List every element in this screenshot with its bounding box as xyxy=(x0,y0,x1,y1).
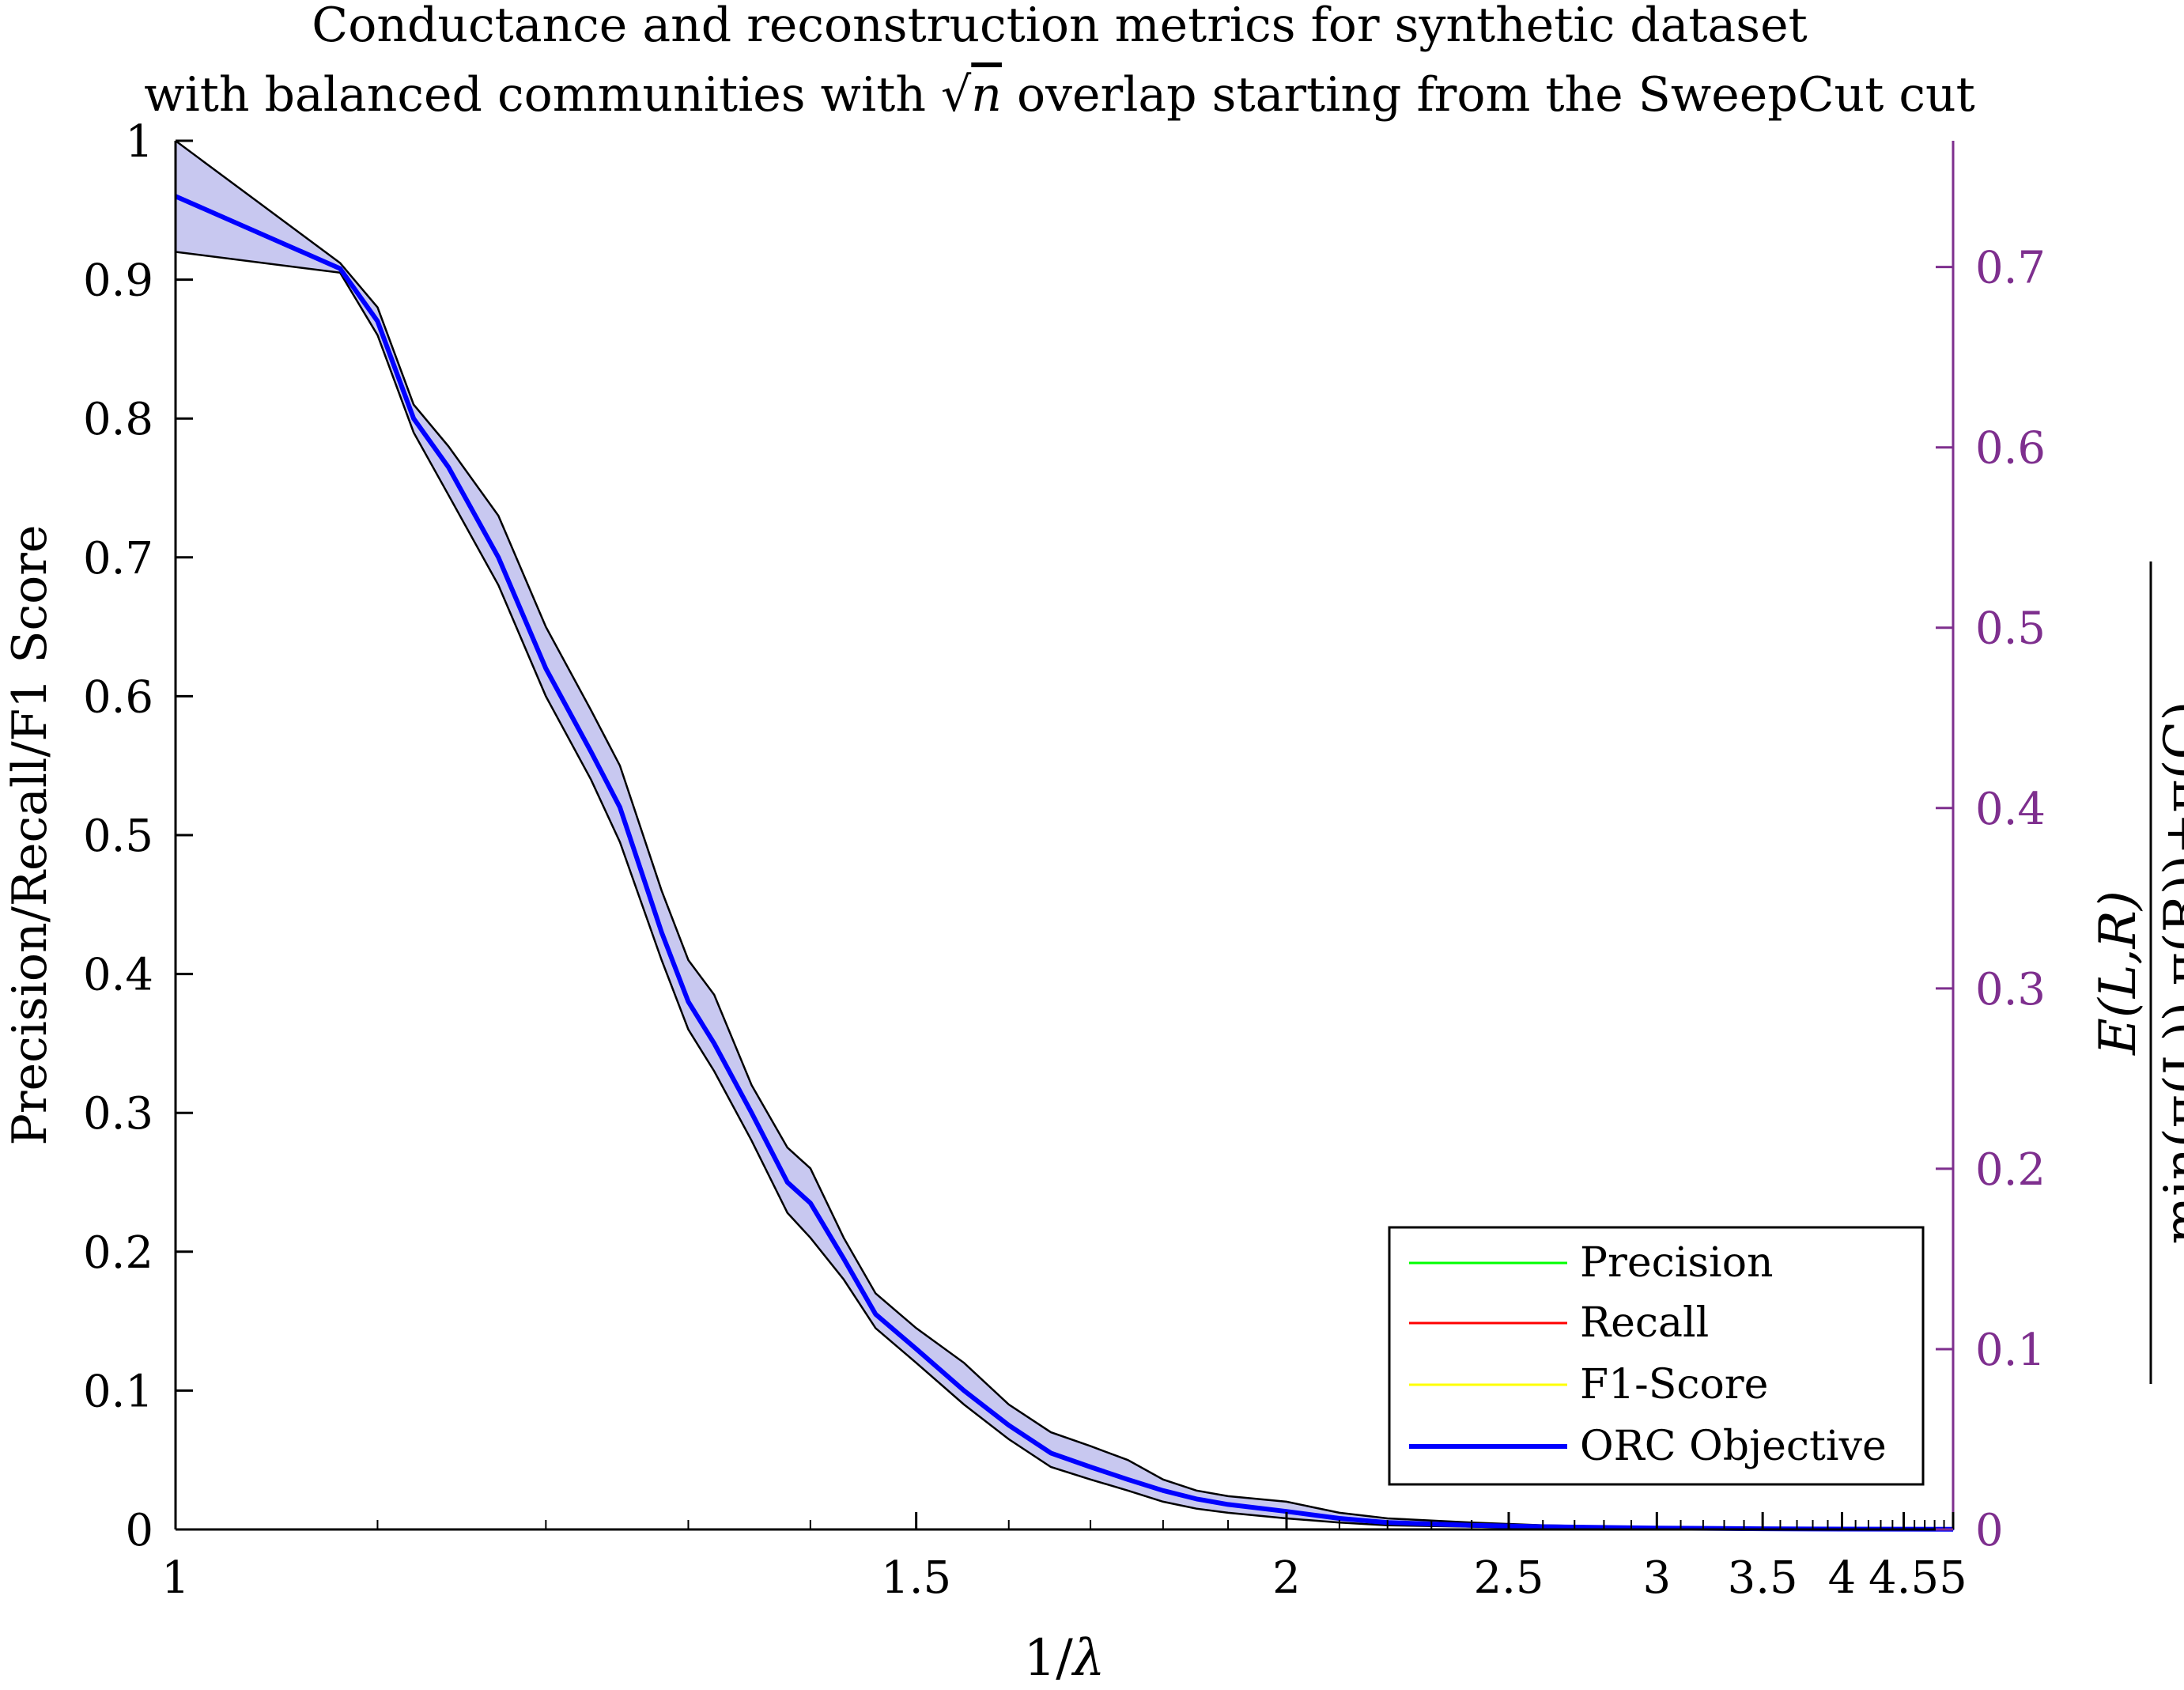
x-tick-label: 1.5 xyxy=(881,1552,951,1604)
x-tick-label: 5 xyxy=(1939,1552,1967,1604)
x-axis-label: 1/λ xyxy=(1024,1629,1105,1688)
chart-title-line2: with balanced communities with √n overla… xyxy=(144,67,1974,123)
y-right-tick-label: 0.6 xyxy=(1975,423,2046,474)
y-right-tick-label: 0 xyxy=(1975,1505,2004,1556)
y-left-tick-label: 0.5 xyxy=(83,811,153,862)
y-right-tick-label: 0.3 xyxy=(1975,964,2046,1015)
orc-point xyxy=(786,1181,789,1184)
x-tick-label: 4 xyxy=(1828,1552,1857,1604)
x-tick-label: 3.5 xyxy=(1728,1552,1798,1604)
y-right-tick-label: 0.1 xyxy=(1975,1325,2046,1376)
x-tick-label: 3 xyxy=(1643,1552,1672,1604)
orc-point xyxy=(618,806,622,809)
y-left-tick-label: 0.9 xyxy=(83,255,153,307)
legend-label-orc: ORC Objective xyxy=(1580,1423,1887,1470)
orc-point xyxy=(1338,1517,1341,1520)
orc-point xyxy=(809,1201,812,1204)
title-sqrt-symbol: √ xyxy=(941,67,972,123)
orc-point xyxy=(1226,1503,1230,1506)
orc-point xyxy=(1007,1423,1011,1427)
y-left-tick-label: 0.8 xyxy=(83,394,153,445)
y-right-tick-label: 0.4 xyxy=(1975,784,2046,835)
y-left-tick-label: 0.2 xyxy=(83,1227,153,1279)
y-left-tick-label: 0.6 xyxy=(83,671,153,723)
y-left-tick-label: 0.4 xyxy=(83,950,153,1001)
x-tick-label: 1 xyxy=(161,1552,190,1604)
orc-point xyxy=(660,931,663,934)
y-left-tick-label: 1 xyxy=(125,116,153,168)
y-axis-label-right: E(L,R) min(π(L)),π(R))+π(C) xyxy=(2089,561,2184,1384)
orc-point xyxy=(376,319,379,323)
y-right-label-denominator: min(π(L)),π(R))+π(C) xyxy=(2154,701,2184,1245)
orc-point xyxy=(589,750,592,754)
y-right-tick-label: 0.5 xyxy=(1975,603,2046,655)
orc-point xyxy=(1126,1478,1129,1481)
y-right-tick-label: 0.7 xyxy=(1975,243,2046,294)
y-axis-label-left: Precision/Recall/F1 Score xyxy=(2,525,58,1146)
y-left-tick-layer: 0 0.1 0.2 0.3 0.4 0.5 0.6 0.7 0.8 0.9 1 xyxy=(83,116,193,1556)
orc-point xyxy=(750,1111,753,1114)
y-right-tick-label: 0.2 xyxy=(1975,1144,2046,1196)
y-left-tick-label: 0 xyxy=(125,1505,153,1556)
title-line2-post: overlap starting from the SweepCut cut xyxy=(1002,67,1975,123)
orc-point xyxy=(874,1313,877,1316)
orc-point xyxy=(1285,1510,1288,1513)
y-right-tick-layer: 0 0.1 0.2 0.3 0.4 0.5 0.6 0.7 xyxy=(1936,243,2046,1556)
x-tick-label: 2 xyxy=(1272,1552,1301,1604)
legend: Precision Recall F1-Score ORC Objective xyxy=(1388,1226,1925,1486)
orc-point xyxy=(687,1000,690,1004)
y-right-label-numerator: E(L,R) xyxy=(2089,890,2148,1056)
legend-label-precision: Precision xyxy=(1580,1239,1774,1287)
title-sqrt-n: n xyxy=(971,67,1002,123)
orc-point xyxy=(447,466,450,469)
y-left-tick-label: 0.3 xyxy=(83,1088,153,1140)
orc-point xyxy=(338,267,342,270)
legend-label-recall: Recall xyxy=(1580,1299,1709,1347)
orc-point xyxy=(842,1257,845,1261)
y-left-tick-label: 0.1 xyxy=(83,1366,153,1417)
orc-point xyxy=(1162,1489,1165,1492)
orc-band-upper xyxy=(175,139,1954,1530)
title-line2-pre: with balanced communities with xyxy=(144,67,941,123)
orc-point xyxy=(1195,1497,1198,1500)
orc-point xyxy=(712,1042,716,1045)
orc-point xyxy=(1049,1451,1052,1454)
legend-label-f1: F1-Score xyxy=(1580,1361,1768,1408)
orc-point xyxy=(962,1389,965,1392)
legend-box xyxy=(1388,1226,1925,1486)
orc-point xyxy=(1089,1465,1092,1469)
x-tick-label: 4.5 xyxy=(1868,1552,1939,1604)
orc-point xyxy=(915,1348,918,1351)
orc-point xyxy=(544,667,547,670)
orc-point xyxy=(412,417,415,420)
orc-point xyxy=(497,556,500,559)
orc-objective-line xyxy=(174,194,1954,1532)
y-left-tick-label: 0.7 xyxy=(83,533,153,584)
x-tick-label: 2.5 xyxy=(1473,1552,1544,1604)
chart-title-line1: Conductance and reconstruction metrics f… xyxy=(312,0,1807,53)
x-tick-layer: 1 1.5 2 2.5 3 3.5 4 4.5 5 xyxy=(161,1512,1967,1604)
